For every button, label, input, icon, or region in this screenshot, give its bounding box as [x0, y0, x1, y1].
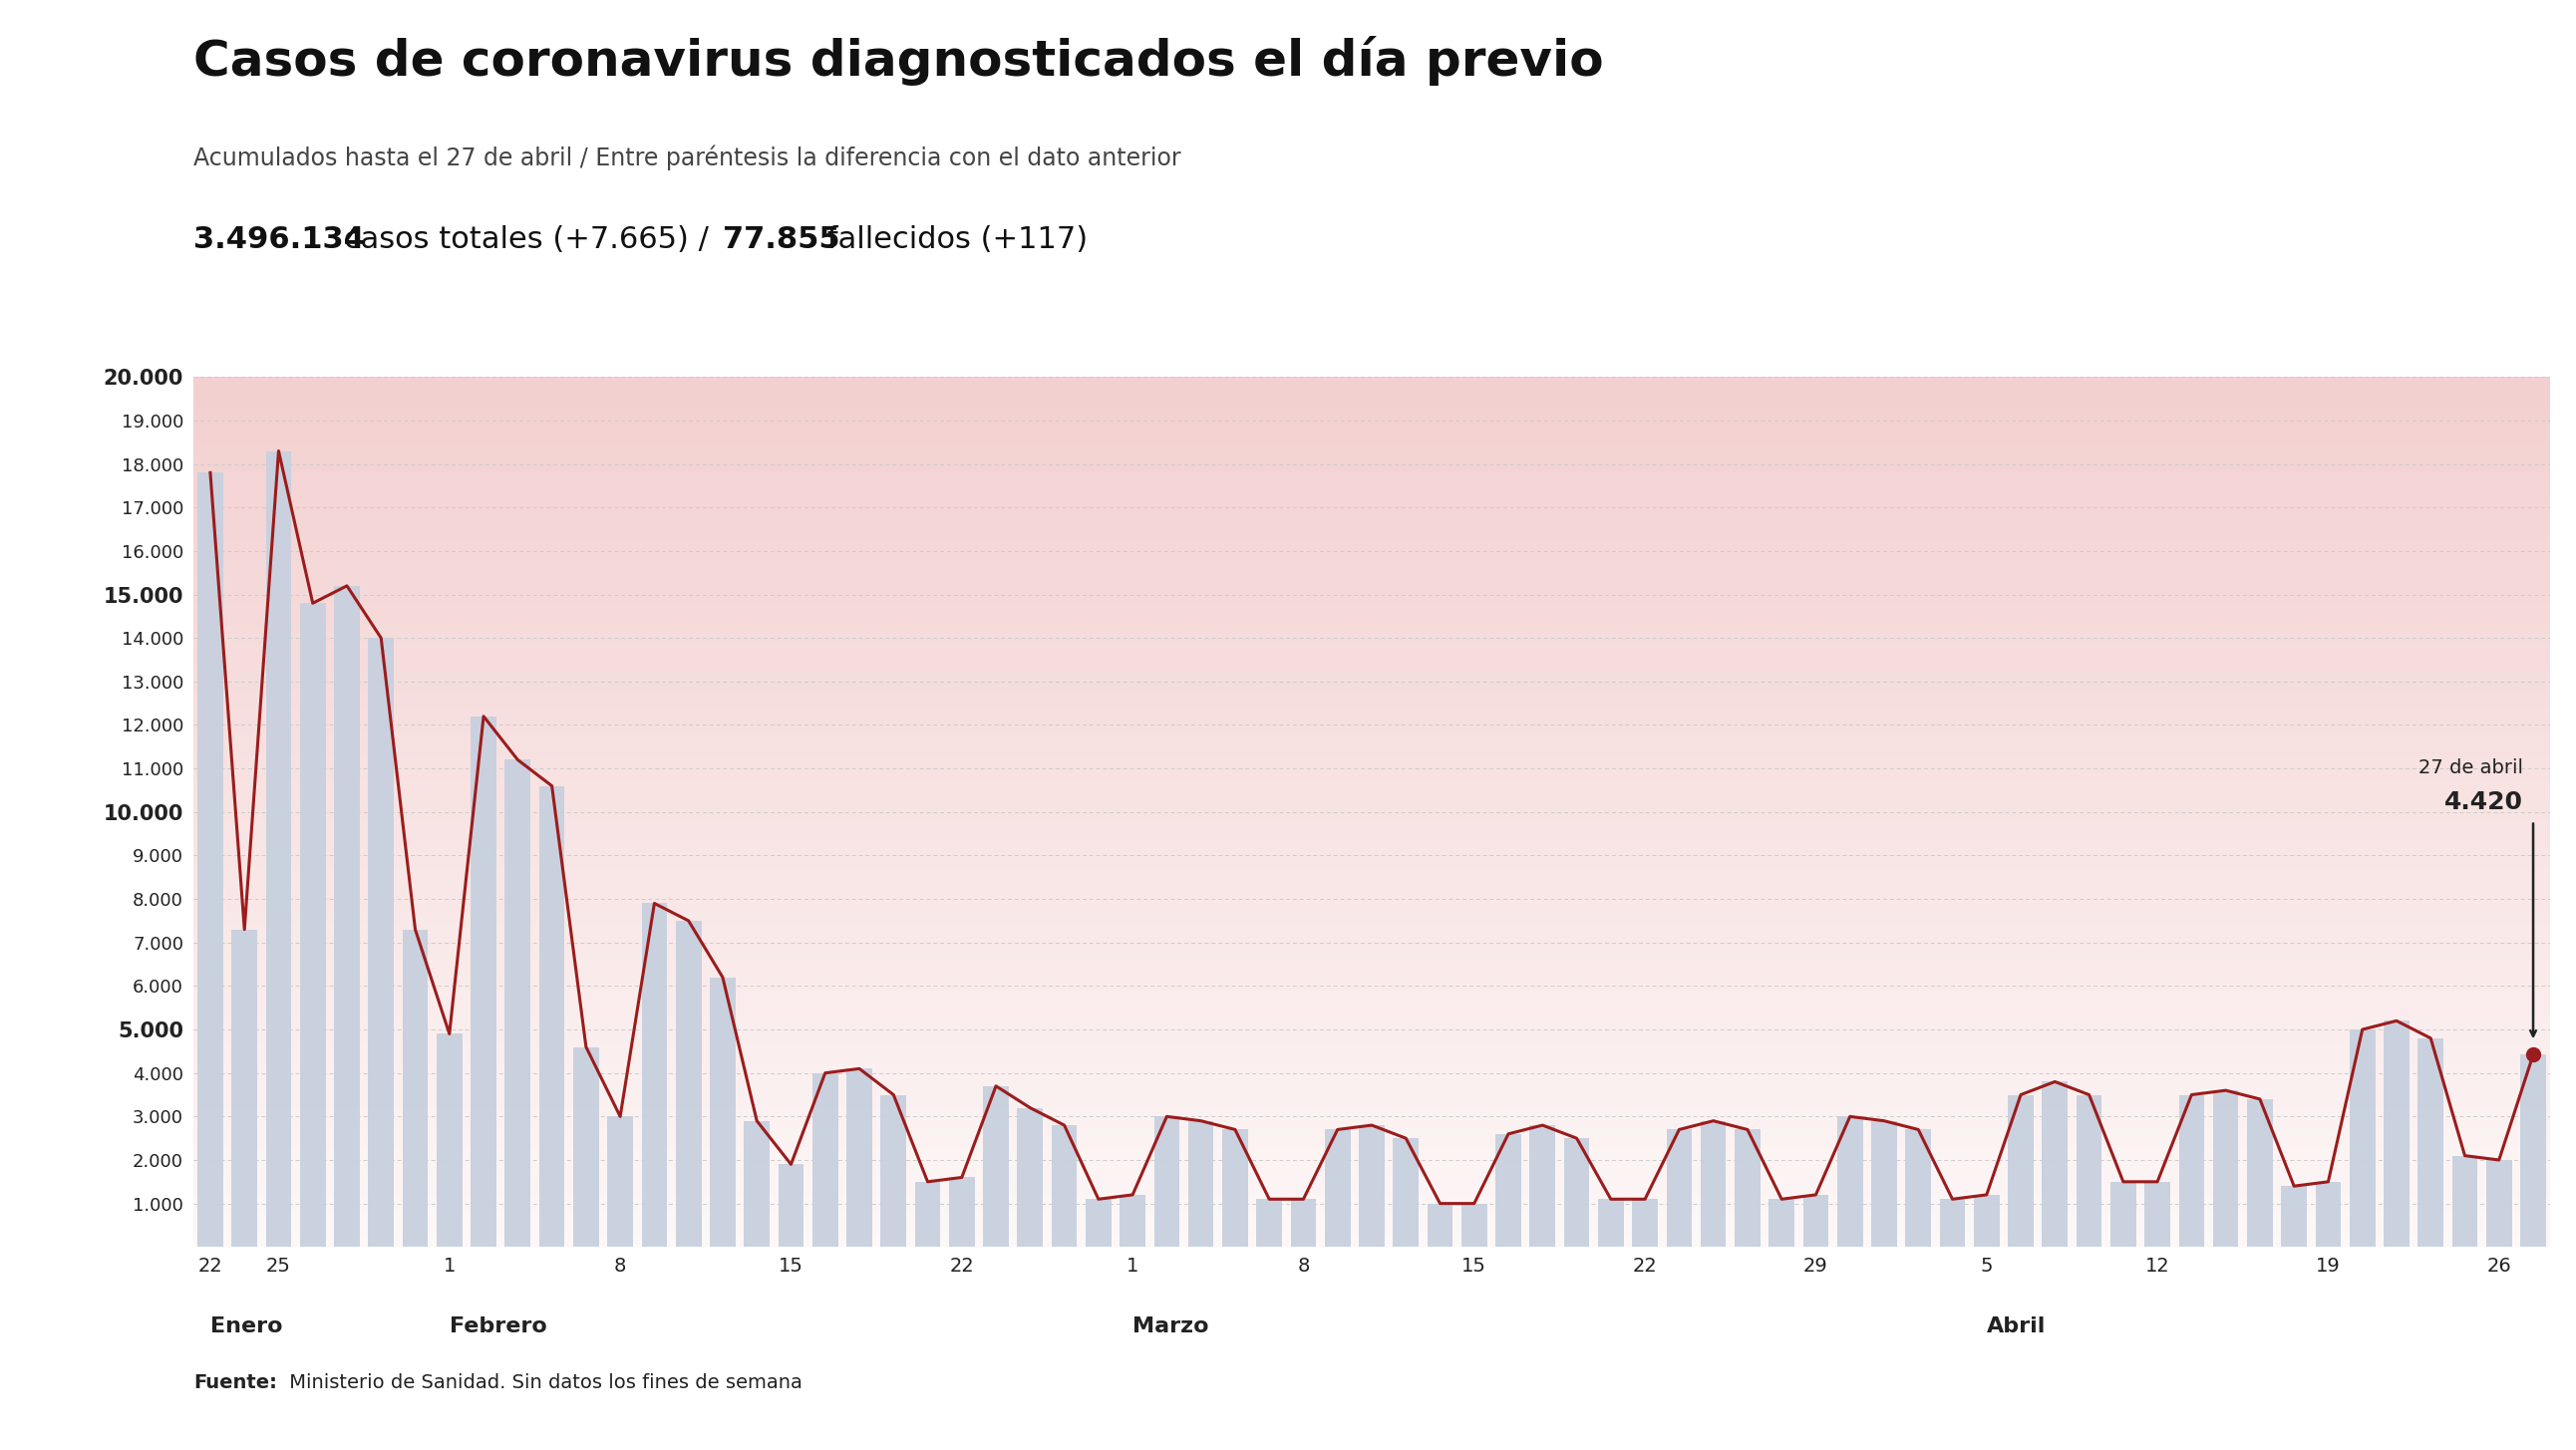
- Bar: [1360, 1125, 1383, 1247]
- Bar: [2213, 1090, 2239, 1247]
- Text: Marzo: Marzo: [1133, 1317, 1208, 1337]
- Text: 3.496.134: 3.496.134: [193, 225, 366, 254]
- Text: fallecidos (+117): fallecidos (+117): [817, 225, 1087, 254]
- Bar: [1734, 1130, 1759, 1247]
- Bar: [848, 1069, 873, 1247]
- Text: Casos de coronavirus diagnosticados el día previo: Casos de coronavirus diagnosticados el d…: [193, 36, 1602, 86]
- Bar: [471, 716, 497, 1247]
- Bar: [2486, 1160, 2512, 1247]
- Bar: [711, 977, 737, 1247]
- Bar: [881, 1095, 907, 1247]
- Bar: [1564, 1138, 1589, 1247]
- Bar: [198, 473, 224, 1247]
- Bar: [1870, 1121, 1896, 1247]
- Bar: [1940, 1199, 1965, 1247]
- Bar: [232, 929, 258, 1247]
- Bar: [2007, 1095, 2032, 1247]
- Bar: [265, 451, 291, 1247]
- Bar: [1154, 1117, 1180, 1247]
- Bar: [2043, 1082, 2069, 1247]
- Bar: [1291, 1199, 1316, 1247]
- Bar: [2316, 1182, 2342, 1247]
- Bar: [1461, 1203, 1486, 1247]
- Bar: [335, 586, 361, 1247]
- Bar: [984, 1086, 1010, 1247]
- Text: casos totales (+7.665) /: casos totales (+7.665) /: [335, 225, 719, 254]
- Bar: [1667, 1130, 1692, 1247]
- Bar: [1906, 1130, 1932, 1247]
- Bar: [1973, 1195, 1999, 1247]
- Bar: [402, 929, 428, 1247]
- Bar: [1188, 1121, 1213, 1247]
- Bar: [914, 1182, 940, 1247]
- Text: 77.855: 77.855: [724, 225, 840, 254]
- Text: Abril: Abril: [1986, 1317, 2045, 1337]
- Bar: [1084, 1199, 1110, 1247]
- Bar: [1633, 1199, 1659, 1247]
- Bar: [1257, 1199, 1283, 1247]
- Bar: [1530, 1125, 1556, 1247]
- Bar: [1221, 1130, 1247, 1247]
- Bar: [2282, 1186, 2308, 1247]
- Text: Enero: Enero: [211, 1317, 283, 1337]
- Bar: [641, 903, 667, 1247]
- Bar: [2110, 1182, 2136, 1247]
- Bar: [2076, 1095, 2102, 1247]
- Text: Febrero: Febrero: [448, 1317, 546, 1337]
- Bar: [1803, 1195, 1829, 1247]
- Bar: [1051, 1125, 1077, 1247]
- Bar: [574, 1047, 598, 1247]
- Bar: [2452, 1156, 2478, 1247]
- Bar: [778, 1164, 804, 1247]
- Text: Acumulados hasta el 27 de abril / Entre paréntesis la diferencia con el dato ant: Acumulados hasta el 27 de abril / Entre …: [193, 145, 1180, 171]
- Bar: [505, 760, 531, 1247]
- Bar: [2419, 1038, 2445, 1247]
- Bar: [1121, 1195, 1146, 1247]
- Bar: [608, 1117, 634, 1247]
- Bar: [2383, 1021, 2409, 1247]
- Bar: [1837, 1117, 1862, 1247]
- Bar: [2349, 1030, 2375, 1247]
- Bar: [1427, 1203, 1453, 1247]
- Bar: [1597, 1199, 1623, 1247]
- Bar: [811, 1073, 837, 1247]
- Text: 4.420: 4.420: [2445, 790, 2522, 813]
- Bar: [744, 1121, 770, 1247]
- Bar: [299, 603, 325, 1247]
- Bar: [1700, 1121, 1726, 1247]
- Bar: [368, 638, 394, 1247]
- Bar: [1018, 1108, 1043, 1247]
- Bar: [435, 1034, 461, 1247]
- Bar: [2519, 1054, 2545, 1247]
- Bar: [538, 786, 564, 1247]
- Bar: [1770, 1199, 1795, 1247]
- Text: 27 de abril: 27 de abril: [2419, 758, 2522, 777]
- Bar: [1324, 1130, 1350, 1247]
- Bar: [1394, 1138, 1419, 1247]
- Bar: [948, 1177, 974, 1247]
- Text: Ministerio de Sanidad. Sin datos los fines de semana: Ministerio de Sanidad. Sin datos los fin…: [283, 1373, 801, 1392]
- Bar: [2146, 1182, 2169, 1247]
- Bar: [675, 921, 701, 1247]
- Bar: [2179, 1095, 2205, 1247]
- Text: Fuente:: Fuente:: [193, 1373, 276, 1392]
- Bar: [1497, 1134, 1522, 1247]
- Bar: [2246, 1099, 2272, 1247]
